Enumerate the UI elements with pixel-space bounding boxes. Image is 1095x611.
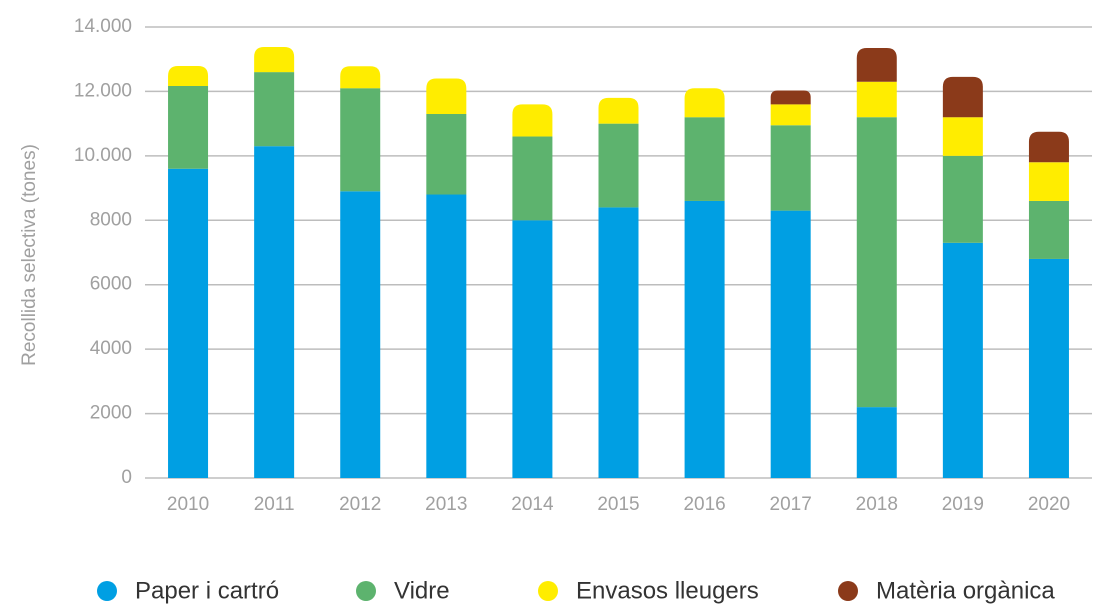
legend-marker	[97, 581, 117, 601]
bar-segment	[942, 242, 983, 478]
bar-segment	[168, 168, 209, 478]
bar-segment	[254, 146, 295, 478]
legend-marker	[838, 581, 858, 601]
bar-segment	[1028, 131, 1069, 163]
x-tick-label: 2014	[511, 494, 554, 515]
bar-segment	[684, 88, 725, 118]
bar-segment	[512, 220, 553, 479]
bar-segment	[856, 117, 897, 408]
bar-segment	[426, 113, 467, 195]
legend-label: Envasos lleugers	[576, 577, 759, 604]
bar-segment	[254, 72, 295, 147]
bar-segment	[1028, 200, 1069, 259]
legend-label: Paper i cartró	[135, 577, 279, 604]
bar-segment	[340, 66, 381, 89]
x-tick-label: 2020	[1028, 494, 1070, 515]
bar-segment	[942, 117, 983, 156]
bar-segment	[770, 90, 811, 105]
x-tick-label: 2018	[856, 494, 898, 515]
bar-segment	[598, 97, 639, 124]
y-tick-label: 4000	[90, 338, 132, 359]
bar-segment	[598, 123, 639, 208]
bar-segment	[856, 47, 897, 82]
bar-segment	[856, 81, 897, 118]
bar-segment	[1028, 162, 1069, 201]
y-tick-label: 12.000	[74, 80, 132, 101]
y-tick-label: 14.000	[74, 16, 132, 37]
y-tick-label: 8000	[90, 209, 132, 230]
y-tick-label: 6000	[90, 274, 132, 295]
bar-segment	[770, 104, 811, 126]
bar-segment	[770, 125, 811, 211]
y-tick-label: 10.000	[74, 145, 132, 166]
bar-segment	[512, 104, 553, 137]
bar-segment	[168, 85, 209, 169]
legend-marker	[356, 581, 376, 601]
bar-segment	[856, 407, 897, 478]
legend-marker	[538, 581, 558, 601]
bar-segment	[1028, 258, 1069, 478]
bar-segment	[254, 46, 295, 73]
bar-segment	[168, 65, 209, 86]
x-tick-label: 2019	[942, 494, 984, 515]
bar-segment	[426, 78, 467, 114]
legend-label: Vidre	[394, 577, 450, 604]
x-tick-label: 2010	[167, 494, 209, 515]
x-tick-label: 2013	[425, 494, 467, 515]
bar-segment	[770, 210, 811, 478]
bar-segment	[512, 136, 553, 221]
x-tick-label: 2017	[770, 494, 812, 515]
bar-segment	[340, 88, 381, 192]
bar-segment	[684, 200, 725, 478]
y-axis-label: Recollida selectiva (tones)	[19, 144, 40, 366]
x-tick-label: 2015	[597, 494, 639, 515]
y-tick-label: 0	[121, 467, 132, 488]
bar-segment	[942, 155, 983, 243]
x-tick-label: 2016	[683, 494, 725, 515]
bar-segment	[340, 191, 381, 479]
x-tick-label: 2012	[339, 494, 381, 515]
bar-segment	[942, 76, 983, 118]
bar-segment	[598, 207, 639, 478]
bar-segment	[684, 117, 725, 201]
legend-label: Matèria orgànica	[876, 577, 1055, 604]
x-tick-label: 2011	[254, 494, 295, 515]
bar-segment	[426, 194, 467, 478]
y-tick-label: 2000	[90, 403, 132, 424]
